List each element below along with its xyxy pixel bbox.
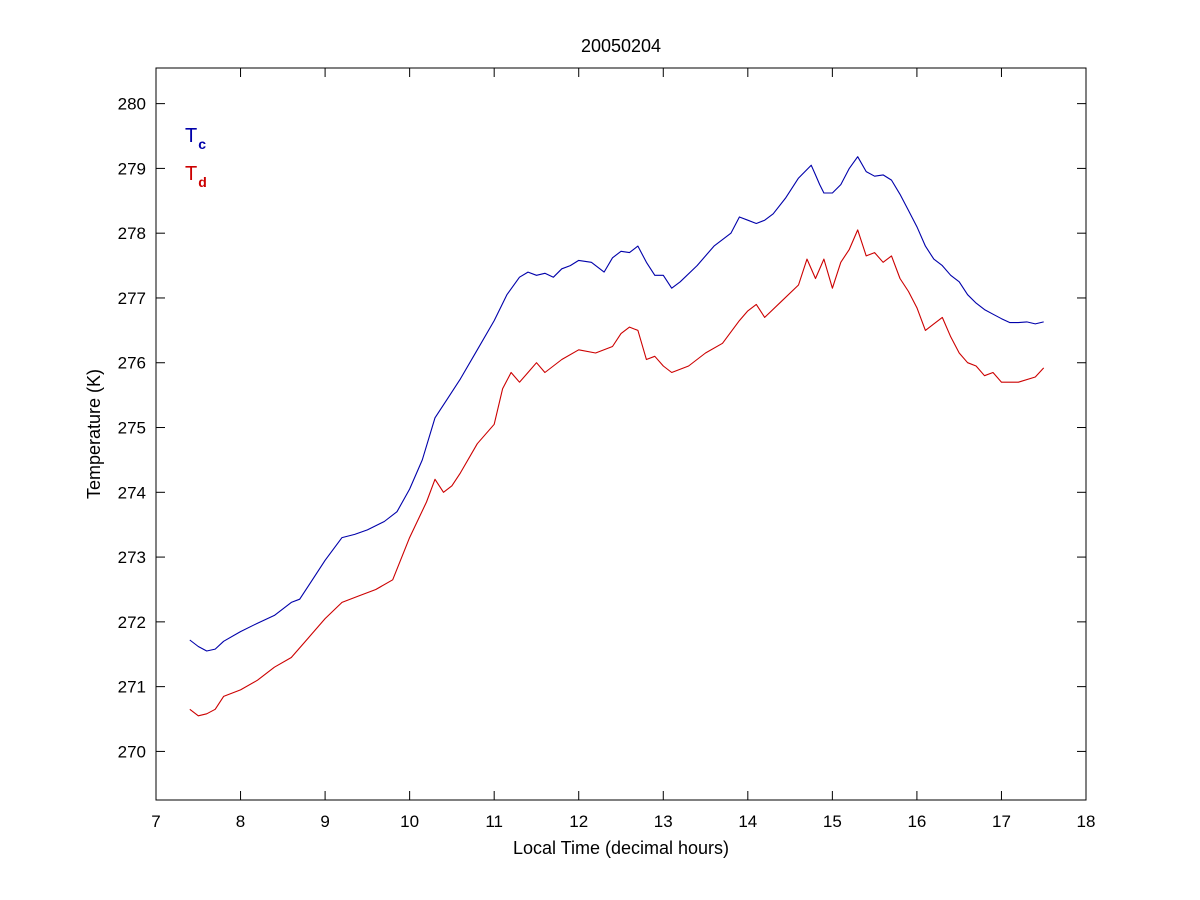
x-tick-label: 8 (236, 812, 245, 831)
x-tick-label: 16 (907, 812, 926, 831)
y-axis-label: Temperature (K) (84, 369, 104, 499)
series-line-c (189, 156, 1044, 652)
x-tick-label: 12 (569, 812, 588, 831)
y-tick-label: 275 (118, 419, 146, 438)
x-tick-label: 15 (823, 812, 842, 831)
plot-area (155, 67, 1087, 801)
chart-title: 20050204 (581, 36, 661, 56)
legend-entry-d: Td (185, 163, 207, 190)
y-tick-label: 271 (118, 678, 146, 697)
legend: Tc Td (185, 125, 207, 190)
x-tick-label: 14 (738, 812, 757, 831)
series-line-d (189, 229, 1045, 717)
y-tick-label: 274 (118, 483, 146, 502)
x-tick-label: 9 (320, 812, 329, 831)
x-tick-label: 17 (992, 812, 1011, 831)
y-tick-label: 277 (118, 289, 146, 308)
x-axis-label: Local Time (decimal hours) (513, 838, 729, 858)
x-tick-label: 18 (1077, 812, 1096, 831)
x-tick-label: 10 (400, 812, 419, 831)
x-tick-label: 7 (151, 812, 160, 831)
y-tick-label: 278 (118, 224, 146, 243)
legend-entry-c: Tc (185, 125, 206, 152)
y-tick-label: 280 (118, 95, 146, 114)
y-tick-label: 279 (118, 159, 146, 178)
y-tick-label: 270 (118, 742, 146, 761)
y-tick-label: 272 (118, 613, 146, 632)
x-tick-label: 11 (485, 812, 503, 831)
x-tick-label: 13 (654, 812, 673, 831)
y-tick-label: 276 (118, 354, 146, 373)
axis-ticks: 7 8 9 10 11 12 13 14 15 16 17 18 270 271 272 273 274 275 2… (118, 68, 1096, 831)
y-tick-label: 273 (118, 548, 146, 567)
series-layer (189, 156, 1045, 717)
